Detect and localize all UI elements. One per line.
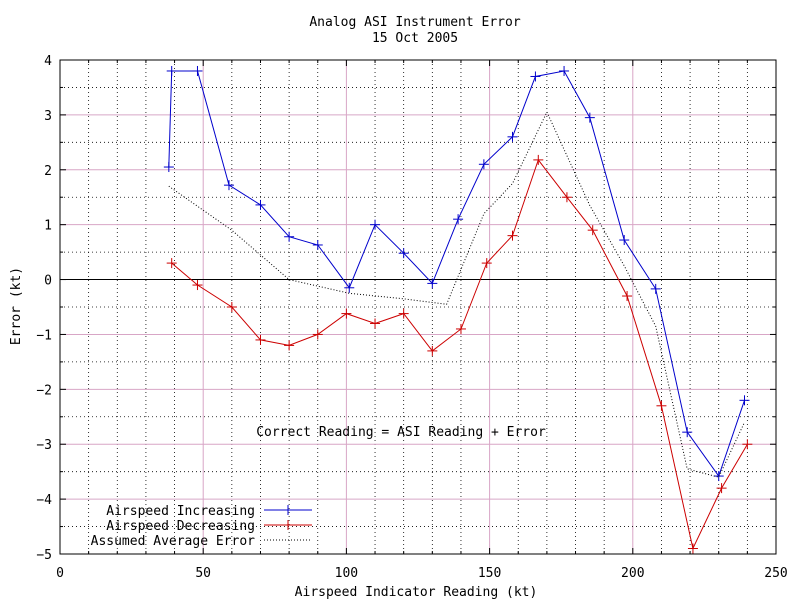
data-point-decreasing [481, 258, 492, 269]
data-point-increasing [739, 395, 750, 406]
x-tick-label: 250 [764, 566, 787, 581]
y-tick-label: −1 [36, 328, 52, 343]
data-point-decreasing [341, 308, 352, 319]
data-point-increasing [370, 219, 381, 230]
data-point-decreasing [507, 230, 518, 241]
legend-label-decreasing: Airspeed Decreasing [106, 519, 255, 534]
x-tick-label: 100 [335, 566, 358, 581]
y-axis-label: Error (kt) [9, 267, 24, 345]
legend-swatches [264, 505, 312, 541]
data-point-decreasing [312, 329, 323, 340]
data-point-increasing [427, 278, 438, 289]
legend: Airspeed Increasing Airspeed Decreasing … [91, 504, 312, 549]
chart-subtitle: 15 Oct 2005 [372, 31, 458, 46]
x-tick-label: 200 [621, 566, 644, 581]
data-point-increasing [559, 65, 570, 76]
data-point-increasing [398, 248, 409, 259]
legend-label-increasing: Airspeed Increasing [106, 504, 255, 519]
data-point-decreasing [742, 439, 753, 450]
data-point-increasing [619, 235, 630, 246]
y-tick-label: −3 [36, 438, 52, 453]
x-tick-label: 50 [195, 566, 211, 581]
x-tick-label: 0 [56, 566, 64, 581]
grid [60, 60, 776, 554]
data-point-increasing [223, 180, 234, 191]
y-tick-label: 4 [44, 54, 52, 69]
chart-title: Analog ASI Instrument Error [309, 15, 520, 30]
data-point-increasing [284, 231, 295, 242]
series-line-decreasing [171, 158, 748, 551]
x-axis-label: Airspeed Indicator Reading (kt) [295, 585, 538, 600]
data-point-increasing [478, 159, 489, 170]
data-point-decreasing [455, 323, 466, 334]
data-point-decreasing [226, 302, 237, 312]
y-tick-label: 0 [44, 274, 52, 289]
data-point-increasing [163, 162, 174, 173]
data-point-decreasing [370, 318, 381, 329]
y-tick-label: 3 [44, 109, 52, 124]
data-point-decreasing [561, 192, 572, 203]
data-point-increasing [507, 131, 518, 142]
data-point-decreasing [656, 400, 667, 411]
data-point-decreasing [255, 334, 266, 345]
data-point-decreasing [192, 280, 203, 291]
data-point-increasing [255, 199, 266, 210]
series-line-increasing [168, 70, 745, 478]
legend-label-average: Assumed Average Error [91, 534, 256, 549]
series-layer [163, 65, 753, 554]
data-point-increasing [453, 214, 464, 225]
data-point-increasing [584, 112, 595, 123]
x-tick-label: 150 [478, 566, 501, 581]
y-tick-label: 2 [44, 164, 52, 179]
data-point-increasing [530, 71, 541, 82]
data-point-decreasing [427, 345, 438, 356]
y-tick-label: −2 [36, 383, 52, 398]
data-point-increasing [166, 65, 177, 76]
data-point-decreasing [687, 543, 698, 554]
data-point-increasing [192, 65, 203, 76]
data-point-increasing [344, 282, 355, 293]
y-tick-label: −4 [36, 493, 52, 508]
data-point-increasing [312, 239, 323, 250]
y-tick-label: −5 [36, 548, 52, 563]
data-point-decreasing [398, 308, 409, 319]
y-tick-label: 1 [44, 219, 52, 234]
data-point-decreasing [533, 154, 544, 165]
data-point-decreasing [166, 258, 177, 269]
annotation-text: Correct Reading = ASI Reading + Error [256, 425, 546, 440]
data-point-increasing [650, 283, 661, 294]
data-point-decreasing [716, 483, 727, 494]
series-line-average [168, 110, 745, 478]
axis-ticks: 0 50 100 150 200 250 4 3 2 1 0 −1 −2 −3 −4 −5 [36, 54, 787, 581]
data-point-decreasing [284, 340, 295, 351]
data-point-decreasing [622, 291, 633, 302]
data-point-increasing [682, 427, 693, 438]
data-point-decreasing [587, 225, 598, 236]
